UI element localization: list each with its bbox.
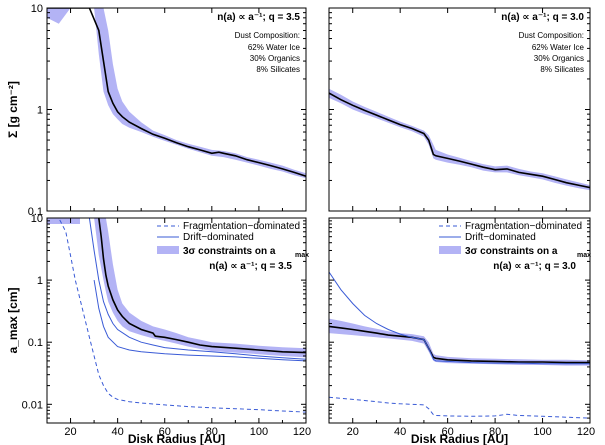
composition-item: 62% Water Ice (248, 43, 301, 52)
y-tick-label: 0.1 (28, 337, 43, 349)
y-axis-label: a_max [cm] (6, 287, 20, 353)
fragmentation-line (47, 218, 306, 413)
y-axis-label: Σ [g cm⁻²] (6, 81, 20, 138)
plot-area (329, 88, 590, 191)
legend-fragmentation-label: Fragmentation−dominated (465, 221, 582, 232)
panel-top-right: n(a) ∝ a⁻¹; q = 3.0 Dust Composition: 62% … (328, 7, 591, 212)
sigma-band-0 (329, 318, 590, 366)
y-tick-label: 1 (37, 275, 43, 287)
legend-band-subscript: max (577, 252, 591, 259)
panel-top-left: 0.1 1 10 Σ [g cm⁻²] n(a) ∝ a⁻¹; q = 3.5 Dust … (6, 3, 307, 218)
x-tick-label: 20 (64, 426, 76, 438)
panel-title: n(a) ∝ a⁻¹; q = 3.5 (209, 261, 292, 272)
composition-item: 8% Silicates (256, 65, 300, 74)
legend-band-swatch (439, 246, 461, 254)
legend-band-label: 3σ constraints on a (465, 246, 558, 257)
axes-frame (46, 217, 307, 424)
x-tick-label: 20 (347, 426, 359, 438)
plot-area (47, 8, 306, 179)
x-tick-label: 100 (250, 426, 268, 438)
axes-frame (328, 217, 591, 424)
best-fit-line (47, 8, 306, 177)
legend-band-label: 3σ constraints on a (183, 246, 276, 257)
best-fit-line (329, 325, 590, 364)
panel-title: n(a) ∝ a⁻¹; q = 3.5 (217, 12, 300, 23)
y-tick-label: 1 (37, 105, 43, 117)
sigma-band-0 (329, 88, 590, 191)
x-tick-label: 40 (112, 426, 124, 438)
x-axis-label: Disk Radius [AU] (128, 432, 225, 445)
plot-area (47, 218, 306, 413)
composition-title: Dust Composition: (519, 31, 584, 40)
y-tick-label: 0.1 (28, 206, 43, 218)
panel-bottom-left: 20 40 60 80 100 120 0.01 0.1 1 10 Disk Radius [AU]… (6, 213, 311, 445)
drift-line-1 (88, 218, 306, 360)
x-tick-label: 60 (442, 426, 454, 438)
sigma-band-0 (47, 8, 306, 179)
x-tick-label: 40 (394, 426, 406, 438)
legend-band-swatch (157, 246, 179, 254)
composition-item: 30% Organics (534, 54, 584, 63)
y-tick-label: 10 (31, 213, 43, 225)
composition-item: 8% Silicates (540, 65, 584, 74)
x-tick-label: 80 (489, 426, 501, 438)
x-tick-label: 120 (293, 426, 311, 438)
panel-title: n(a) ∝ a⁻¹; q = 3.0 (493, 261, 576, 272)
y-tick-label: 0.01 (22, 399, 43, 411)
x-tick-label: 60 (159, 426, 171, 438)
drift-line-1 (329, 271, 590, 365)
legend-drift-label: Drift−dominated (183, 232, 254, 243)
fragmentation-line (329, 396, 590, 419)
legend-fragmentation-label: Fragmentation−dominated (183, 221, 300, 232)
best-fit-line (329, 92, 590, 189)
x-tick-label: 80 (206, 426, 218, 438)
y-tick-label: 10 (31, 3, 43, 15)
plot-area (329, 271, 590, 419)
composition-item: 62% Water Ice (532, 43, 585, 52)
composition-title: Dust Composition: (235, 31, 300, 40)
x-axis-label: Disk Radius [AU] (411, 432, 508, 445)
best-fit-line (98, 218, 306, 354)
legend-band-subscript: max (295, 252, 309, 259)
sigma-band-1 (47, 218, 80, 224)
x-tick-label: 100 (533, 426, 551, 438)
x-tick-label: 120 (577, 426, 595, 438)
composition-item: 30% Organics (250, 54, 300, 63)
drift-line-2 (93, 280, 306, 362)
panel-bottom-right: 20 40 60 80 100 120 Disk Radius [AU] Fragmentat… (328, 217, 595, 445)
panel-title: n(a) ∝ a⁻¹; q = 3.0 (501, 12, 584, 23)
legend-drift-label: Drift−dominated (465, 232, 536, 243)
